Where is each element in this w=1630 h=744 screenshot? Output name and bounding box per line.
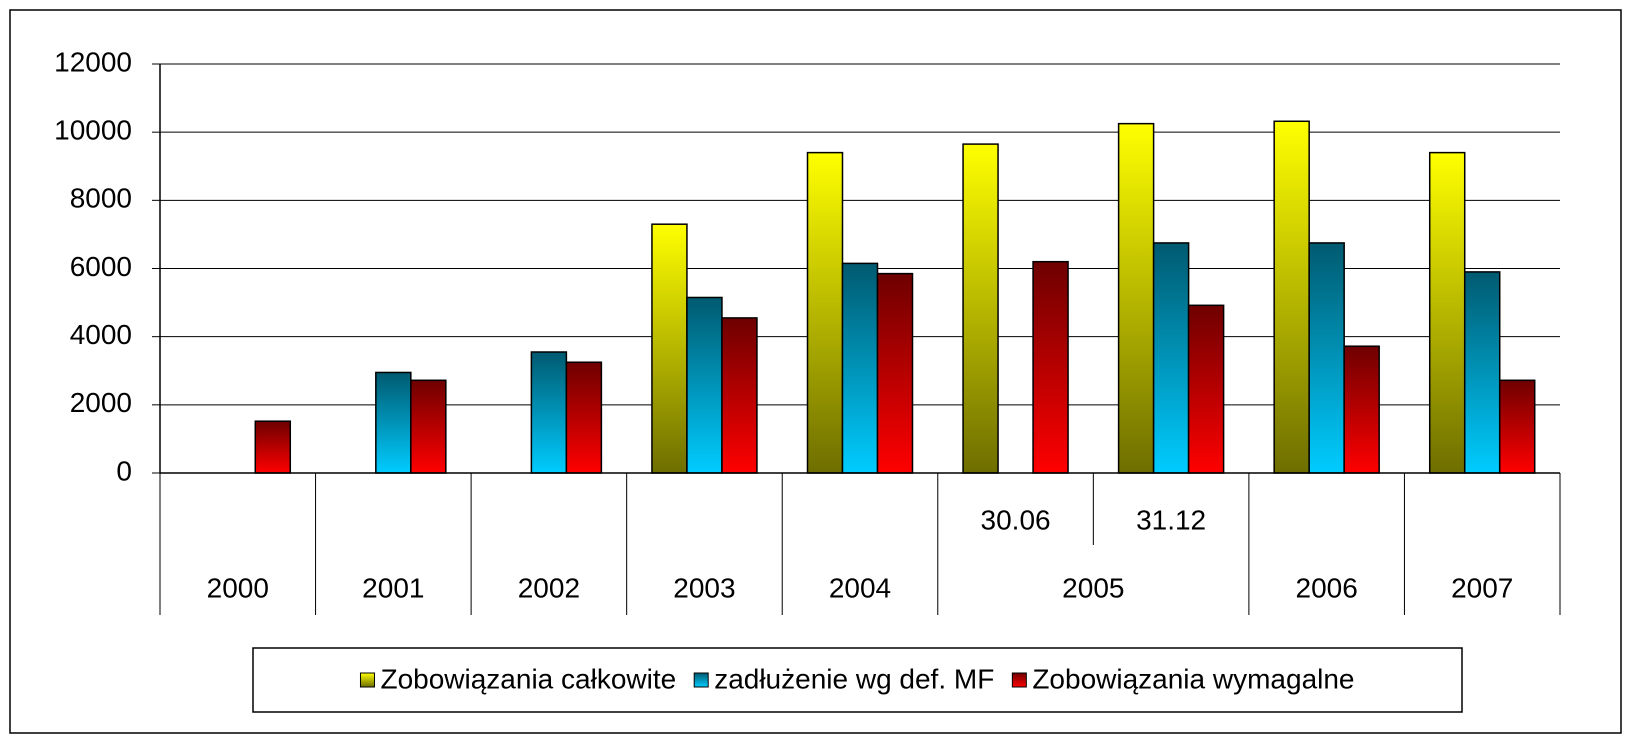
x-tick-label: 2000 xyxy=(207,572,269,603)
x-tick-label: 31.12 xyxy=(1136,504,1206,535)
bar xyxy=(651,223,688,474)
bar xyxy=(565,361,603,474)
x-tick-label: 2006 xyxy=(1296,572,1358,603)
x-tick-label: 30.06 xyxy=(981,504,1051,535)
bar xyxy=(1308,242,1345,474)
bar xyxy=(1463,271,1501,474)
y-tick-label: 4000 xyxy=(70,319,132,350)
x-tick-label: 2002 xyxy=(518,572,580,603)
bar xyxy=(1273,120,1310,474)
bar xyxy=(806,151,844,474)
bar xyxy=(1187,304,1225,474)
legend-label: Zobowiązania wymagalne xyxy=(1032,663,1354,694)
bar xyxy=(1032,260,1069,474)
y-tick-label: 10000 xyxy=(54,115,132,146)
y-tick-label: 8000 xyxy=(70,183,132,214)
bar xyxy=(686,296,723,474)
x-tick-label: 2001 xyxy=(362,572,424,603)
legend-label: zadłużenie wg def. MF xyxy=(714,663,994,694)
bar xyxy=(1428,151,1466,474)
bar xyxy=(721,317,758,474)
x-tick-label: 2007 xyxy=(1451,572,1513,603)
bar xyxy=(841,262,879,474)
bar xyxy=(962,143,999,474)
legend-swatch xyxy=(693,672,709,688)
legend-swatch xyxy=(1011,672,1027,688)
bar xyxy=(410,379,447,474)
bar xyxy=(254,420,292,474)
x-tick-label: 2004 xyxy=(829,572,891,603)
y-tick-label: 6000 xyxy=(70,251,132,282)
y-tick-label: 0 xyxy=(116,455,132,486)
bar xyxy=(876,272,914,474)
bar xyxy=(375,371,412,474)
bar xyxy=(1117,122,1155,474)
legend-swatch xyxy=(359,672,375,688)
x-group-label: 2005 xyxy=(1062,572,1124,603)
legend xyxy=(252,647,1463,713)
bar xyxy=(530,351,568,474)
y-tick-label: 12000 xyxy=(54,46,132,77)
bar xyxy=(1343,345,1380,474)
bar xyxy=(1152,242,1190,474)
x-tick-label: 2003 xyxy=(673,572,735,603)
y-tick-label: 2000 xyxy=(70,387,132,418)
bar xyxy=(1498,379,1536,474)
legend-label: Zobowiązania całkowite xyxy=(380,663,676,694)
